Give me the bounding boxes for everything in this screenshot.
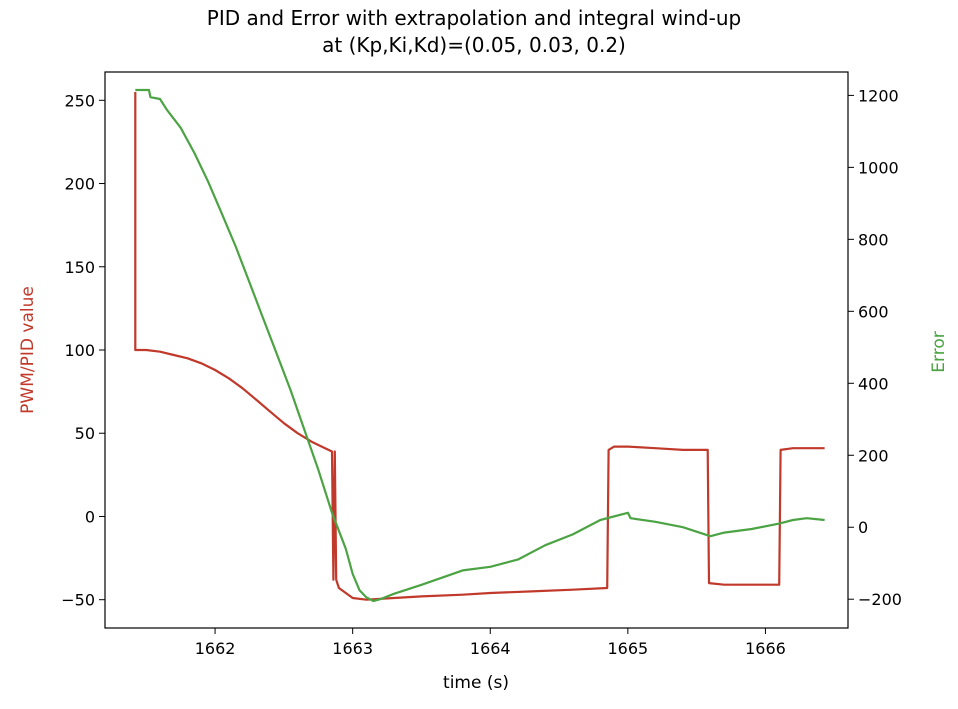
x-tick-label: 1662 <box>195 639 236 658</box>
plot-frame <box>105 72 848 628</box>
x-tick-label: 1664 <box>470 639 511 658</box>
x-tick-label: 1666 <box>745 639 786 658</box>
y-left-tick-label: 100 <box>64 341 95 360</box>
y-left-tick-label: −50 <box>61 591 95 610</box>
y-axis-left-label: PWM/PID value <box>18 286 38 414</box>
y-left-tick-label: 250 <box>64 91 95 110</box>
series-line-error <box>135 90 824 601</box>
y-right-tick-label: 200 <box>858 446 889 465</box>
y-left-tick-label: 0 <box>85 507 95 526</box>
x-axis: 1662 1663 1664 1665 1666 <box>195 628 786 658</box>
chart-subtitle: at (Kp,Ki,Kd)=(0.05, 0.03, 0.2) <box>322 33 626 57</box>
y-right-tick-label: 800 <box>858 230 889 249</box>
y-right-tick-label: 1200 <box>858 86 899 105</box>
y-left-tick-label: 150 <box>64 258 95 277</box>
y-right-tick-label: −200 <box>858 590 902 609</box>
y-axis-right-label: Error <box>929 331 949 372</box>
y-right-tick-label: 0 <box>858 518 868 537</box>
y-left-tick-label: 50 <box>75 424 95 443</box>
x-tick-label: 1663 <box>332 639 373 658</box>
chart-title: PID and Error with extrapolation and int… <box>207 6 741 30</box>
y-axis-left: −50 0 50 100 150 200 250 <box>61 91 105 609</box>
y-axis-right: −200 0 200 400 600 800 1000 1200 <box>848 86 902 609</box>
x-tick-label: 1665 <box>607 639 648 658</box>
x-axis-label: time (s) <box>443 673 509 693</box>
plot-lines <box>135 90 824 601</box>
y-right-tick-label: 600 <box>858 302 889 321</box>
y-left-tick-label: 200 <box>64 175 95 194</box>
y-right-tick-label: 400 <box>858 374 889 393</box>
series-line-pwm <box>135 92 824 600</box>
y-right-tick-label: 1000 <box>858 158 899 177</box>
